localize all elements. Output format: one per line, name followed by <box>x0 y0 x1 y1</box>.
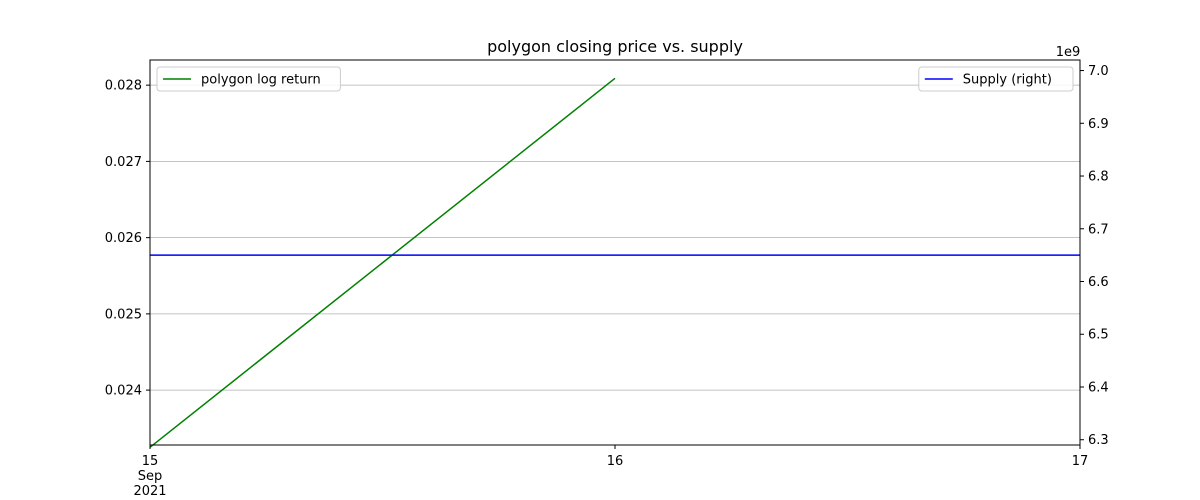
right-tick-label: 6.8 <box>1088 170 1109 185</box>
legend-right: Supply (right) <box>918 66 1074 92</box>
x-tick-label: 16 <box>607 454 624 469</box>
left-y-axis: 0.024 0.025 0.026 0.027 0.028 <box>105 79 150 399</box>
right-tick-label: 6.5 <box>1088 328 1109 343</box>
legend-label: polygon log return <box>201 73 321 88</box>
legend-left: polygon log return <box>156 66 341 92</box>
right-tick-label: 6.9 <box>1088 117 1109 132</box>
right-tick-label: 6.6 <box>1088 275 1109 290</box>
x-tick-label: 17 <box>1072 454 1089 469</box>
right-tick-label: 6.3 <box>1088 433 1109 448</box>
grid-lines <box>150 84 1080 391</box>
left-tick-label: 0.027 <box>105 155 142 170</box>
left-tick-label: 0.028 <box>105 79 142 94</box>
right-tick-label: 6.7 <box>1088 222 1109 237</box>
right-axis-offset-label: 1e9 <box>1056 45 1081 60</box>
left-tick-label: 0.025 <box>105 307 142 322</box>
legend-box <box>156 66 341 92</box>
x-tick-label: 15 <box>142 454 159 469</box>
plot-frame <box>149 59 1081 446</box>
right-tick-label: 7.0 <box>1088 64 1109 79</box>
left-tick-label: 0.024 <box>105 384 142 399</box>
chart-title: polygon closing price vs. supply <box>487 37 743 56</box>
x-tick-label: Sep <box>138 469 163 484</box>
legend-box <box>918 66 1074 92</box>
legend-label: Supply (right) <box>963 73 1052 88</box>
x-tick-label: 2021 <box>133 484 166 499</box>
right-tick-label: 6.4 <box>1088 380 1109 395</box>
axes <box>149 59 1081 446</box>
series-line <box>149 77 616 448</box>
series-lines <box>149 77 1080 448</box>
right-y-axis: 6.3 6.4 6.5 6.6 6.7 6.8 6.9 7.0 <box>1080 64 1109 448</box>
left-tick-label: 0.026 <box>105 231 142 246</box>
